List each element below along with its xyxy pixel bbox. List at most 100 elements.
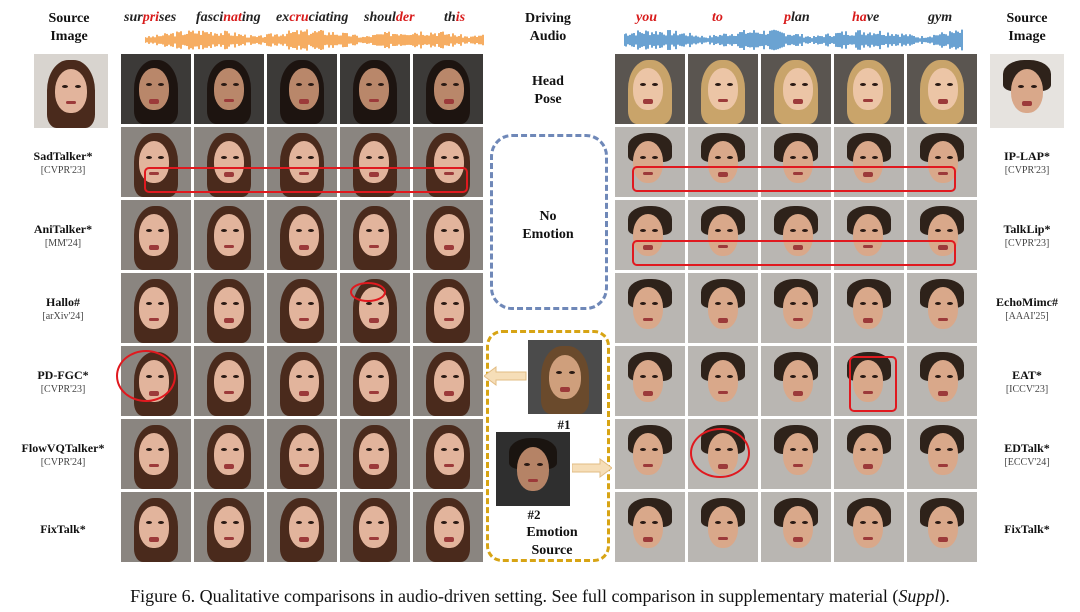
eye-shape: [145, 448, 152, 452]
mouth-shape: [793, 463, 803, 467]
mouth-shape: [527, 479, 539, 483]
face-shape: [632, 433, 664, 475]
result-frame: [688, 54, 758, 124]
word-part: to: [712, 10, 723, 25]
head-pose-line: Head: [532, 74, 564, 89]
eye-shape: [453, 302, 460, 306]
face-shape: [213, 214, 245, 256]
method-name: FixTalk*: [40, 522, 86, 536]
eye-shape: [62, 85, 69, 89]
method-venue: [CVPR'23]: [40, 384, 86, 395]
eye-shape: [859, 83, 866, 87]
result-frame: [267, 127, 337, 197]
method-label: SadTalker* [CVPR'23]: [8, 149, 118, 177]
face-shape: [707, 68, 739, 110]
result-frame: [907, 419, 977, 489]
source-image-header-right: Source Image: [982, 10, 1072, 46]
eye-shape: [220, 375, 227, 379]
eye-shape: [524, 463, 531, 467]
emotion-source-label: Emotion Source: [508, 524, 596, 560]
eye-shape: [714, 521, 721, 525]
mouth-shape: [863, 463, 873, 469]
result-frame: [688, 346, 758, 416]
result-frame: [688, 492, 758, 562]
result-frame: [688, 127, 758, 197]
mouth-shape: [299, 244, 309, 250]
eye-shape: [295, 156, 302, 160]
method-venue: [CVPR'23]: [1004, 165, 1050, 176]
mouth-shape: [643, 536, 653, 542]
header-line: Source: [1006, 11, 1048, 26]
eye-shape: [308, 229, 315, 233]
result-frame: [121, 419, 191, 489]
eye-shape: [1031, 85, 1038, 89]
mouth-shape: [224, 244, 234, 248]
eye-shape: [872, 375, 879, 379]
eye-shape: [233, 83, 240, 87]
result-frame: [413, 54, 483, 124]
word-part: is: [455, 10, 466, 25]
eye-shape: [727, 521, 734, 525]
eye-shape: [727, 302, 734, 306]
eye-shape: [440, 448, 447, 452]
mouth-shape: [793, 536, 803, 542]
method-name: Hallo#: [45, 295, 80, 309]
eye-shape: [378, 83, 385, 87]
right-comparison-grid: [615, 54, 977, 562]
eye-shape: [365, 83, 372, 87]
word-part: pri: [142, 10, 160, 25]
face-shape: [213, 506, 245, 548]
result-frame: [615, 273, 685, 343]
source-image-header-left: Source Image: [24, 10, 114, 46]
mouth-shape: [643, 390, 653, 396]
result-frame: [688, 273, 758, 343]
eye-shape: [872, 83, 879, 87]
eye-shape: [158, 448, 165, 452]
mouth-shape: [938, 463, 948, 467]
arrow-left-icon: [484, 366, 527, 386]
eye-shape: [639, 521, 646, 525]
result-frame: [907, 346, 977, 416]
mouth-shape: [224, 390, 234, 394]
method-name: EchoMimc#: [996, 295, 1058, 309]
eye-shape: [233, 229, 240, 233]
mouth-shape: [65, 101, 77, 105]
caption-main: Figure 6. Qualitative comparisons in aud…: [130, 586, 899, 606]
result-frame: [761, 54, 831, 124]
face-shape: [288, 141, 320, 183]
hallo-artifact-circle: [350, 282, 386, 302]
face-shape: [288, 433, 320, 475]
eye-shape: [233, 448, 240, 452]
mouth-shape: [718, 244, 728, 248]
mouth-shape: [718, 171, 728, 177]
mouth-shape: [224, 98, 234, 102]
face-shape: [852, 506, 884, 548]
eye-shape: [872, 302, 879, 306]
result-frame: [615, 346, 685, 416]
header-line: Driving: [525, 11, 571, 26]
eye-shape: [872, 156, 879, 160]
method-name: FlowVQTalker*: [21, 441, 105, 455]
result-frame: [194, 492, 264, 562]
result-frame: [413, 492, 483, 562]
result-frame: [267, 419, 337, 489]
eye-shape: [727, 156, 734, 160]
result-frame: [413, 273, 483, 343]
result-frame: [340, 200, 410, 270]
result-frame: [615, 127, 685, 197]
mouth-shape: [369, 317, 379, 323]
eye-shape: [378, 521, 385, 525]
emotion-source-line: Emotion: [526, 525, 578, 540]
eye-shape: [220, 521, 227, 525]
method-venue: [CVPR'23]: [40, 165, 86, 176]
eye-shape: [295, 302, 302, 306]
eye-shape: [714, 375, 721, 379]
result-frame: [834, 492, 904, 562]
method-label: EchoMimc# [AAAI'25]: [972, 295, 1080, 323]
result-frame: [907, 200, 977, 270]
audio-word: you: [636, 10, 657, 26]
edtalk-artifact-circle: [690, 428, 750, 478]
mouth-shape: [299, 98, 309, 104]
mouth-shape: [299, 390, 309, 396]
method-label: FixTalk*: [8, 522, 118, 537]
